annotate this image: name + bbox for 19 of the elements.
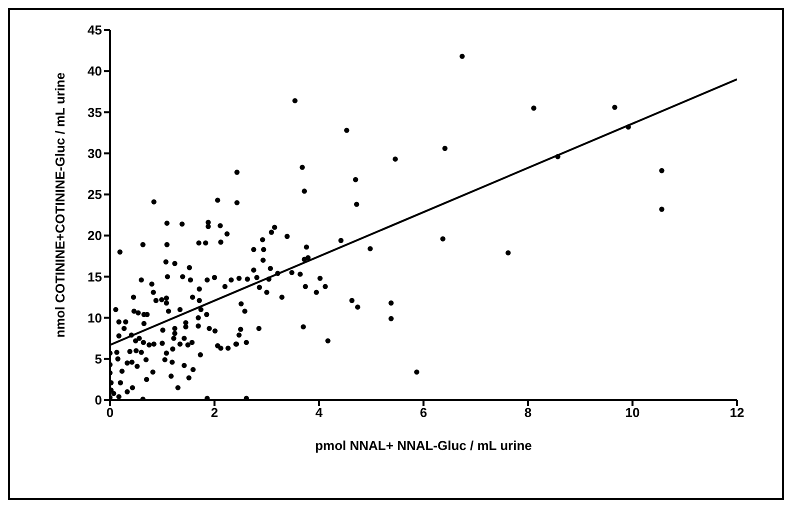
y-axis-title: nmol COTININE+COTININE-Gluc / mL urine — [52, 72, 68, 338]
x-tick-label: 4 — [315, 405, 324, 420]
y-tick-label: 40 — [88, 64, 102, 79]
x-tick-label: 0 — [106, 405, 114, 420]
y-tick-label: 25 — [88, 187, 102, 202]
y-tick-label: 15 — [88, 269, 102, 284]
y-tick-label: 5 — [94, 352, 102, 367]
x-tick-label: 10 — [625, 405, 640, 420]
y-tick-label: 30 — [88, 146, 102, 161]
x-tick-label: 8 — [524, 405, 532, 420]
y-tick-label: 0 — [94, 392, 102, 408]
x-tick-label: 6 — [420, 405, 428, 420]
y-tick-label: 10 — [88, 310, 102, 326]
y-tick-label: 35 — [88, 104, 102, 120]
y-tick-label: 45 — [88, 22, 102, 38]
y-tick-label: 20 — [88, 228, 102, 244]
x-axis-title: pmol NNAL+ NNAL-Gluc / mL urine — [315, 438, 532, 453]
x-tick-label: 12 — [730, 405, 744, 420]
x-tick-label: 2 — [210, 405, 218, 420]
